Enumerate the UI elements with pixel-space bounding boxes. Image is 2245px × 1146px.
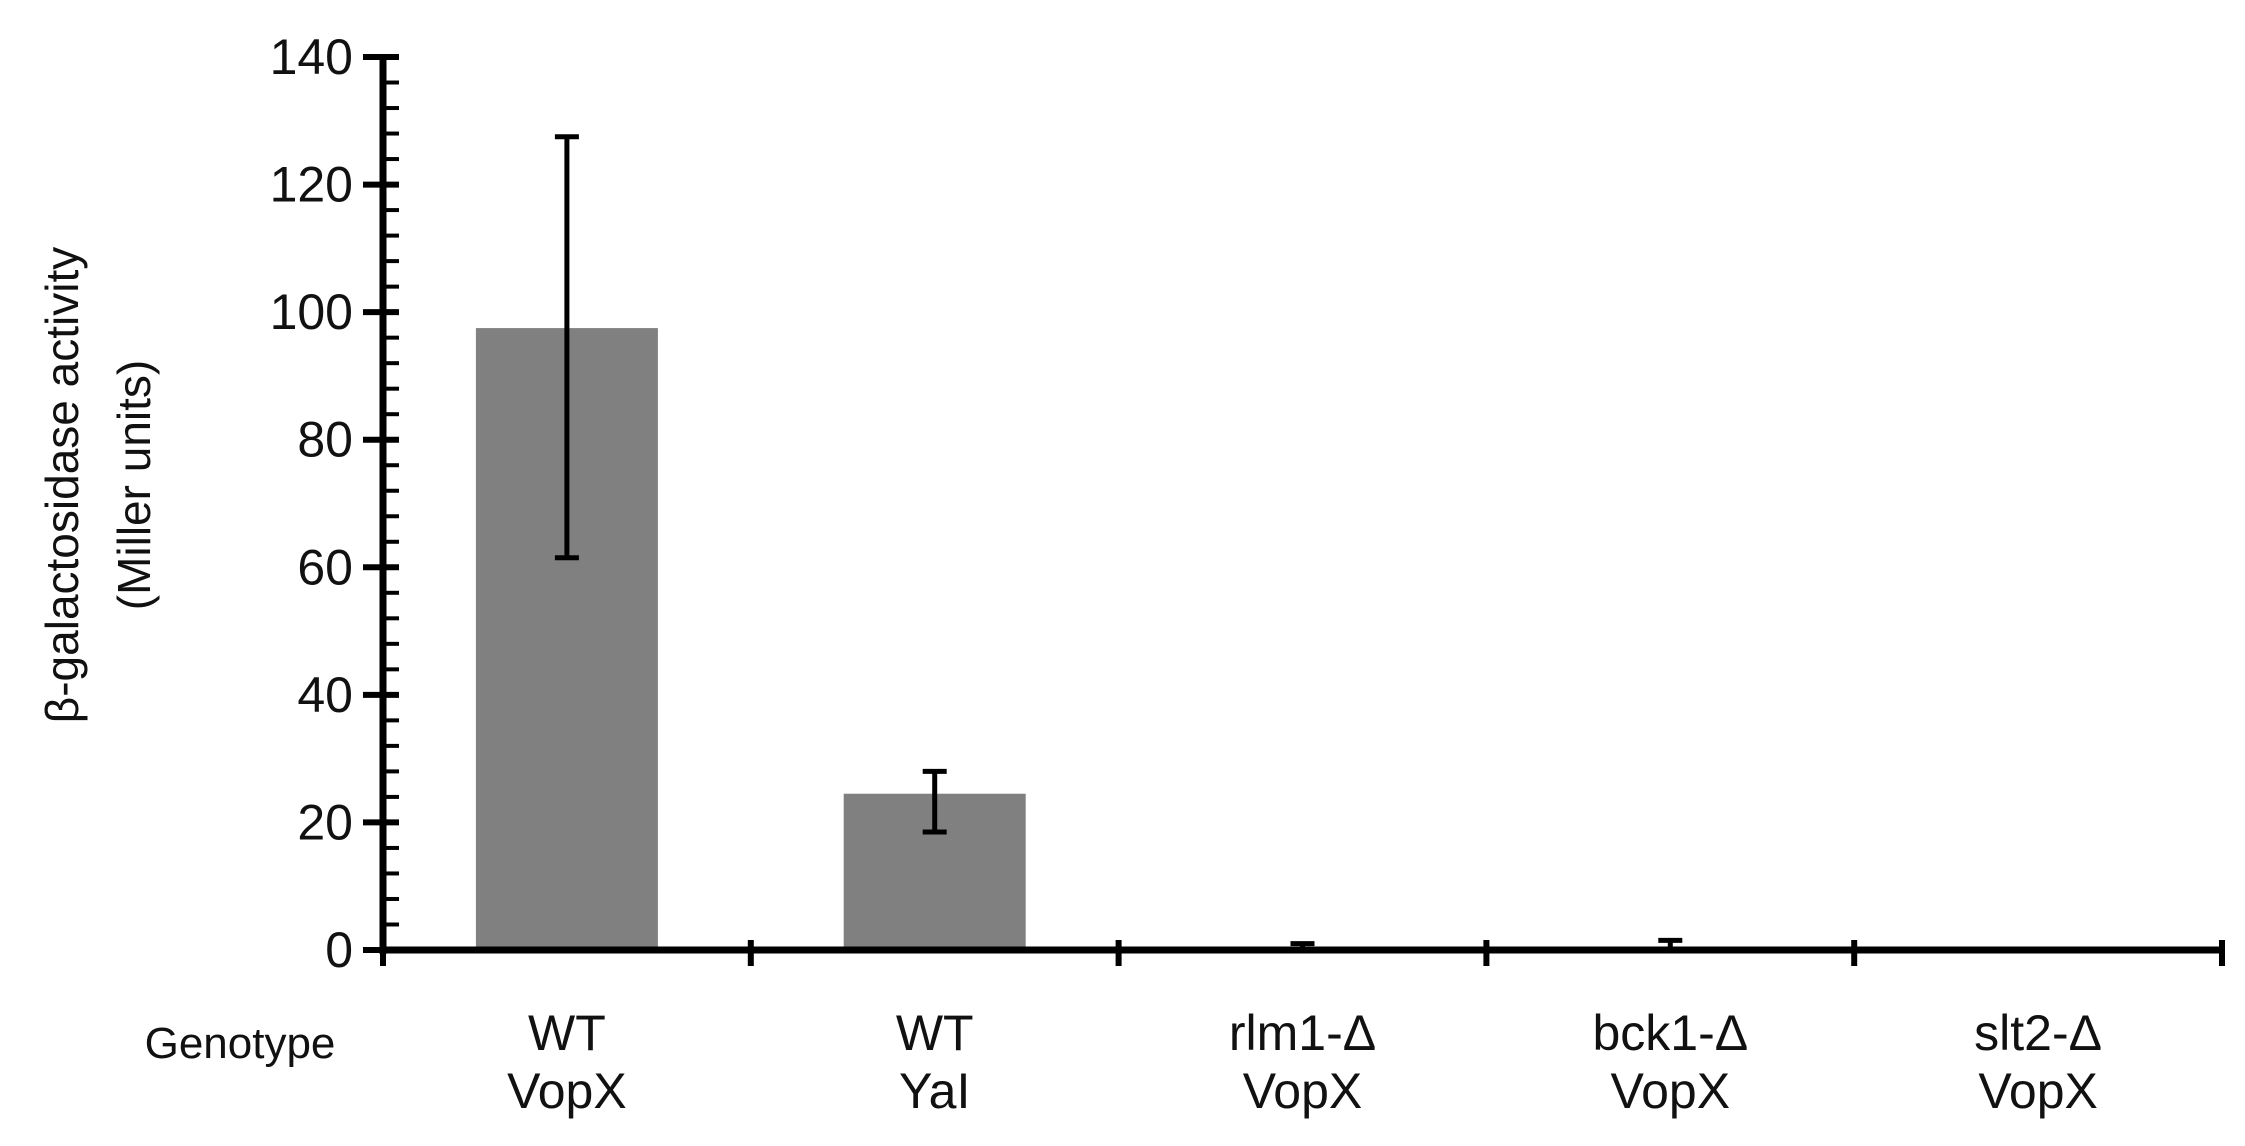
x-tick-label: rlm1-Δ [1229, 1005, 1376, 1061]
y-tick-label: 140 [270, 29, 353, 85]
y-axis-label-line-2: (Miller units) [108, 360, 160, 610]
y-tick-label: 60 [297, 539, 353, 595]
x-tick-label: bck1-Δ [1592, 1005, 1748, 1061]
y-tick-label: 100 [270, 284, 353, 340]
x-tick-label: slt2-Δ [1974, 1005, 2102, 1061]
y-tick-label: 40 [297, 667, 353, 723]
x-tick-label: VopX [1243, 1063, 1363, 1119]
y-tick-label: 0 [325, 922, 353, 978]
x-tick-label: VopX [507, 1063, 627, 1119]
x-tick-label: WT [896, 1005, 974, 1061]
x-tick-label: WT [528, 1005, 606, 1061]
y-tick-label: 120 [270, 157, 353, 213]
y-axis-label: β-galactosidase activity (Miller units) [36, 247, 160, 723]
y-tick-label: 80 [297, 412, 353, 468]
x-tick-label: YaI [899, 1063, 970, 1119]
x-axis-label: Genotype [145, 1019, 336, 1068]
y-tick-label: 20 [297, 794, 353, 850]
y-axis-label-line-1: β-galactosidase activity [36, 247, 88, 723]
x-tick-label: VopX [1611, 1063, 1731, 1119]
x-tick-label: VopX [1978, 1063, 2098, 1119]
